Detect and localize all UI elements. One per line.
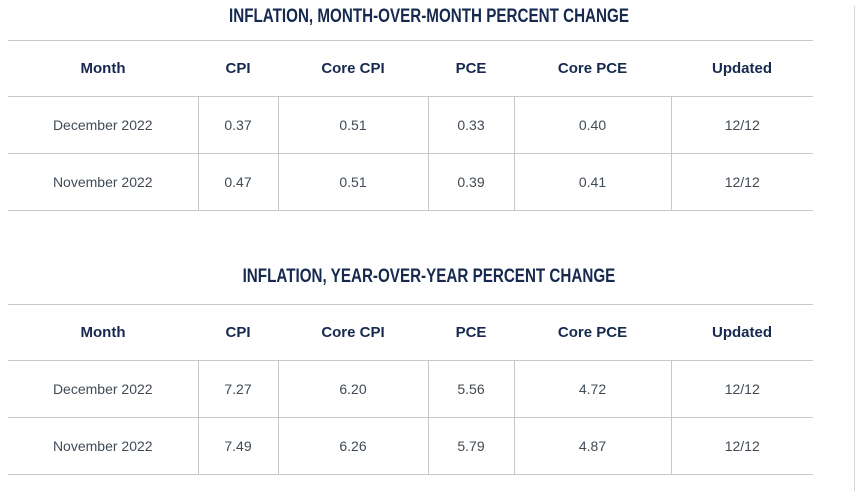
cell-pce: 5.56	[427, 360, 514, 418]
table-row: November 2022 7.49 6.26 5.79 4.87 12/12	[8, 417, 813, 475]
column-header-pce: PCE	[428, 304, 514, 361]
cell-core-pce: 4.87	[513, 417, 671, 475]
yoy-header-row: Month CPI Core CPI PCE Core PCE Updated	[8, 304, 813, 361]
cell-cpi: 0.47	[197, 153, 278, 211]
cell-pce: 0.39	[427, 153, 514, 211]
cell-updated: 12/12	[670, 360, 813, 418]
column-header-month: Month	[8, 304, 198, 361]
table-row: December 2022 0.37 0.51 0.33 0.40 12/12	[8, 96, 813, 154]
column-header-month: Month	[8, 40, 198, 97]
cell-pce: 0.33	[427, 96, 514, 154]
cell-month: November 2022	[8, 153, 198, 211]
cell-cpi: 7.49	[197, 417, 278, 475]
column-header-core-cpi: Core CPI	[278, 40, 428, 97]
column-header-core-pce: Core PCE	[514, 40, 671, 97]
column-header-cpi: CPI	[198, 304, 278, 361]
cell-month: December 2022	[8, 96, 198, 154]
column-header-core-cpi: Core CPI	[278, 304, 428, 361]
cell-core-cpi: 0.51	[277, 96, 428, 154]
cell-core-pce: 4.72	[513, 360, 671, 418]
yoy-table-title-text: INFLATION, YEAR-OVER-YEAR PERCENT CHANGE	[242, 266, 616, 287]
yoy-inflation-section: INFLATION, YEAR-OVER-YEAR PERCENT CHANGE…	[0, 266, 858, 475]
cell-core-cpi: 6.26	[277, 417, 428, 475]
cell-core-cpi: 0.51	[277, 153, 428, 211]
column-header-pce: PCE	[428, 40, 514, 97]
column-header-updated: Updated	[671, 40, 813, 97]
table-row: November 2022 0.47 0.51 0.39 0.41 12/12	[8, 153, 813, 211]
cell-core-pce: 0.40	[513, 96, 671, 154]
cell-cpi: 0.37	[197, 96, 278, 154]
yoy-table-title: INFLATION, YEAR-OVER-YEAR PERCENT CHANGE	[0, 266, 858, 288]
cell-month: November 2022	[8, 417, 198, 475]
cell-cpi: 7.27	[197, 360, 278, 418]
cell-month: December 2022	[8, 360, 198, 418]
mom-header-row: Month CPI Core CPI PCE Core PCE Updated	[8, 40, 813, 97]
mom-table-title: INFLATION, MONTH-OVER-MONTH PERCENT CHAN…	[0, 6, 858, 28]
cell-updated: 12/12	[670, 417, 813, 475]
mom-table-title-text: INFLATION, MONTH-OVER-MONTH PERCENT CHAN…	[229, 6, 629, 27]
cell-updated: 12/12	[670, 96, 813, 154]
cell-core-pce: 0.41	[513, 153, 671, 211]
cell-pce: 5.79	[427, 417, 514, 475]
table-row: December 2022 7.27 6.20 5.56 4.72 12/12	[8, 360, 813, 418]
mom-inflation-section: INFLATION, MONTH-OVER-MONTH PERCENT CHAN…	[0, 6, 858, 211]
mom-inflation-table: Month CPI Core CPI PCE Core PCE Updated …	[8, 40, 813, 211]
cell-updated: 12/12	[670, 153, 813, 211]
cell-core-cpi: 6.20	[277, 360, 428, 418]
yoy-inflation-table: Month CPI Core CPI PCE Core PCE Updated …	[8, 304, 813, 475]
column-header-updated: Updated	[671, 304, 813, 361]
column-header-cpi: CPI	[198, 40, 278, 97]
column-header-core-pce: Core PCE	[514, 304, 671, 361]
content-right-border	[854, 6, 855, 491]
